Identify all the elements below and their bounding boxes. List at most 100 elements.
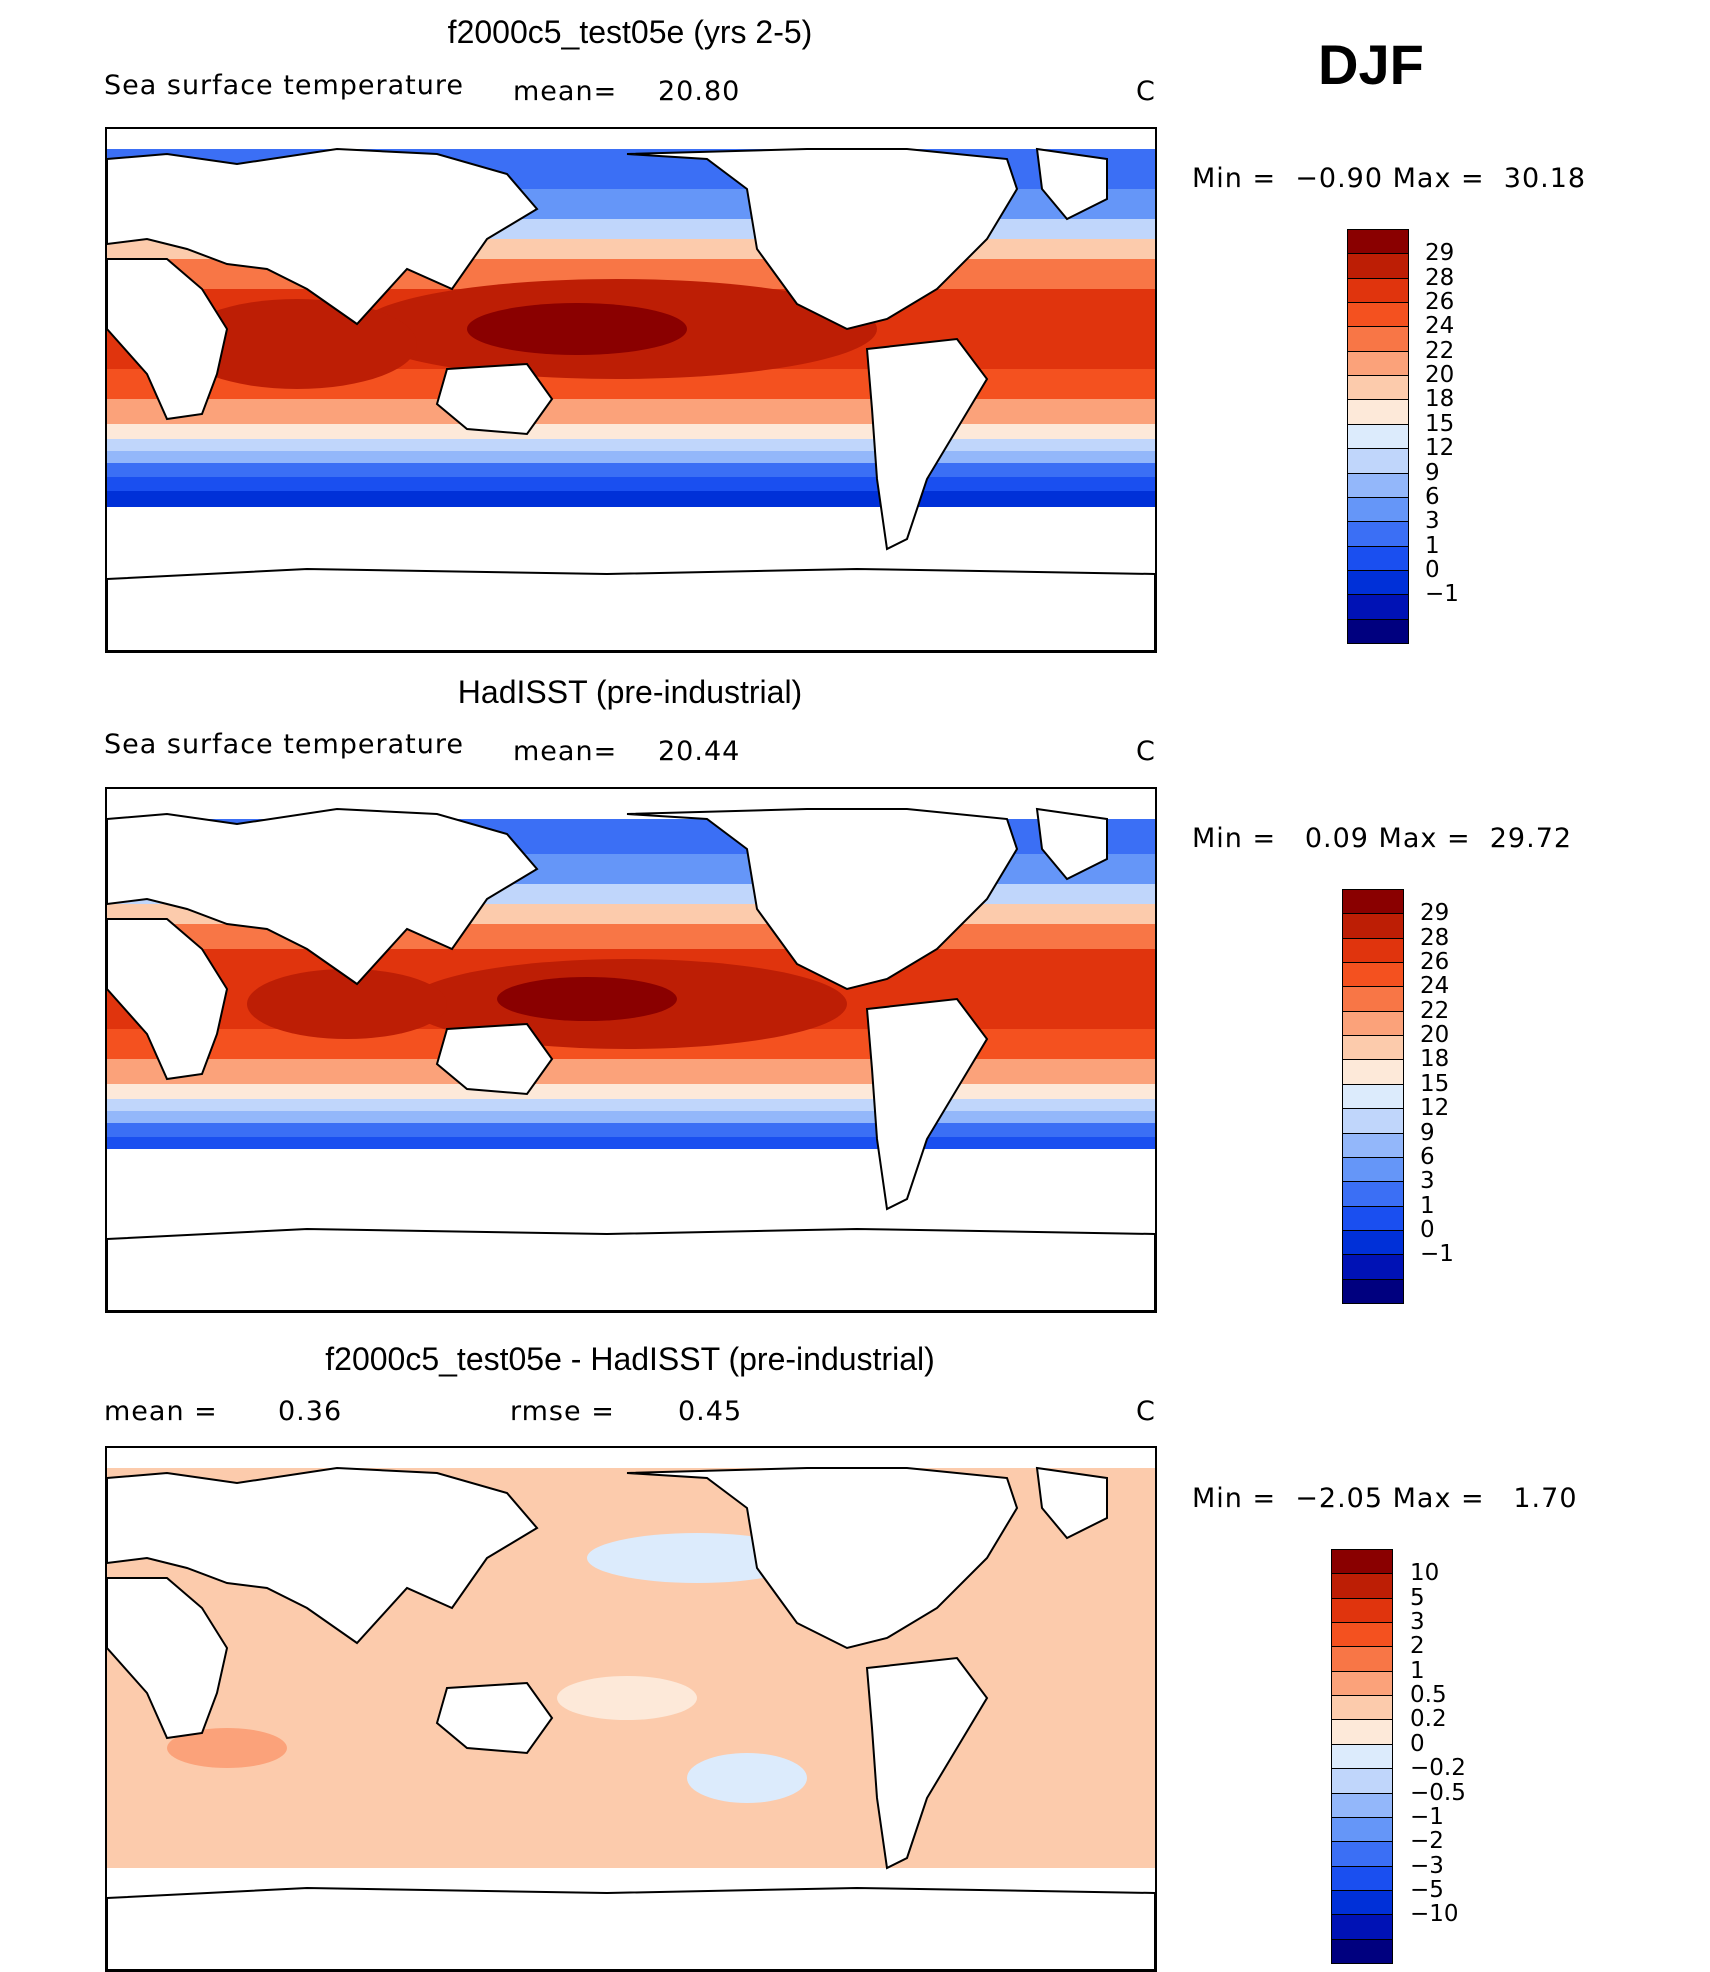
colorbar-box [1347,496,1409,523]
colorbar-tick-label: 12 [1425,435,1455,462]
colorbar-box [1342,1108,1404,1134]
colorbar-box [1331,1865,1393,1891]
sst-map-model [107,129,1155,651]
colorbar-box [1331,1622,1393,1648]
colorbar-tick-label: 26 [1420,949,1450,976]
colorbar-box [1331,1914,1393,1940]
colorbar-box [1331,1938,1393,1964]
colorbar-box [1331,1816,1393,1843]
panel1-map [105,127,1157,653]
colorbar-tick-label: 6 [1420,1143,1435,1170]
colorbar-tick-label: 9 [1425,459,1440,486]
panel3-title: f2000c5_test05e - HadISST (pre-industria… [325,1341,935,1377]
panel1-mean-label: mean= [513,76,618,107]
colorbar-tick-label: 28 [1420,924,1450,951]
colorbar-box [1347,302,1409,328]
colorbar-tick-label: 20 [1420,1022,1450,1049]
colorbar-tick-label: 0.5 [1410,1682,1447,1709]
colorbar-tick-label: 3 [1425,508,1440,535]
colorbar-box [1347,448,1409,474]
colorbar-box [1342,1059,1404,1085]
colorbar-tick-label: 18 [1425,386,1455,413]
colorbar-tick-label: 18 [1420,1046,1450,1073]
colorbar-tick-label: 1 [1425,532,1440,559]
panel2-colorbar [1342,889,1404,1304]
panel3-mean-label: mean = [104,1396,218,1427]
panel3-minmax: Min = −2.05 Max = 1.70 [1192,1483,1578,1514]
colorbar-box [1331,1719,1393,1745]
colorbar-box [1331,1573,1393,1599]
colorbar-tick-label: 0.2 [1410,1706,1447,1733]
colorbar-box [1331,1743,1393,1770]
panel1-minmax: Min = −0.90 Max = 30.18 [1192,163,1587,194]
panel3-rmse-value: 0.45 [678,1396,743,1427]
colorbar-tick-label: 12 [1420,1095,1450,1122]
colorbar-tick-label: −5 [1410,1876,1444,1903]
colorbar-box [1331,1768,1393,1794]
colorbar-box [1342,1254,1404,1280]
colorbar-tick-label: −3 [1410,1852,1444,1879]
colorbar-tick-label: 10 [1410,1560,1440,1587]
colorbar-tick-label: 3 [1410,1609,1425,1636]
colorbar-box [1342,937,1404,964]
sst-map-observed [107,789,1155,1311]
colorbar-box [1347,472,1409,498]
panel2-mean-value: 20.44 [658,736,741,767]
colorbar-tick-label: 22 [1420,997,1450,1024]
colorbar-box [1342,889,1404,915]
colorbar-tick-label: −2 [1410,1828,1444,1855]
colorbar-box [1331,1646,1393,1672]
panel2-minmax: Min = 0.09 Max = 29.72 [1192,823,1573,854]
colorbar-tick-label: 6 [1425,483,1440,510]
colorbar-box [1347,618,1409,644]
colorbar-tick-label: 0 [1425,556,1440,583]
colorbar-box [1347,350,1409,377]
colorbar-tick-label: 0 [1420,1216,1435,1243]
colorbar-box [1342,1035,1404,1061]
colorbar-box [1347,375,1409,401]
colorbar-tick-label: 24 [1425,313,1455,340]
panel3-colorbar [1331,1549,1393,1964]
panel2-map [105,787,1157,1313]
colorbar-tick-label: 2 [1410,1633,1425,1660]
panel3-units: C [1136,1396,1156,1427]
season-label: DJF [1318,33,1424,96]
colorbar-box [1331,1597,1393,1624]
colorbar-tick-label: 22 [1425,337,1455,364]
colorbar-tick-label: 1 [1420,1192,1435,1219]
colorbar-tick-label: 29 [1425,240,1455,267]
panel3-rmse-label: rmse = [510,1396,615,1427]
colorbar-tick-label: 1 [1410,1657,1425,1684]
colorbar-box [1342,1278,1404,1304]
panel2-variable: Sea surface temperature [104,729,464,760]
colorbar-tick-label: 29 [1420,900,1450,927]
colorbar-box [1342,1205,1404,1231]
panel1-colorbar [1347,229,1409,644]
colorbar-tick-label: −10 [1410,1901,1459,1928]
colorbar-tick-label: −1 [1410,1803,1444,1830]
colorbar-box [1342,1156,1404,1183]
colorbar-tick-label: 15 [1425,410,1455,437]
panel2-units: C [1136,736,1156,767]
colorbar-box [1331,1670,1393,1697]
colorbar-box [1347,545,1409,571]
sst-difference-map [107,1448,1155,1970]
colorbar-tick-label: 26 [1425,289,1455,316]
colorbar-box [1347,253,1409,279]
colorbar-box [1347,423,1409,450]
colorbar-box [1342,1181,1404,1207]
colorbar-box [1347,594,1409,620]
colorbar-tick-label: 5 [1410,1584,1425,1611]
colorbar-box [1347,399,1409,425]
colorbar-tick-label: 9 [1420,1119,1435,1146]
panel3-map [105,1446,1157,1972]
colorbar-box [1347,277,1409,304]
colorbar-tick-label: 20 [1425,362,1455,389]
colorbar-box [1342,1132,1404,1158]
panel1-title: f2000c5_test05e (yrs 2-5) [447,14,813,50]
colorbar-tick-label: 28 [1425,264,1455,291]
colorbar-box [1347,326,1409,352]
colorbar-tick-label: 15 [1420,1070,1450,1097]
colorbar-box [1331,1695,1393,1721]
colorbar-tick-label: −0.5 [1410,1779,1466,1806]
